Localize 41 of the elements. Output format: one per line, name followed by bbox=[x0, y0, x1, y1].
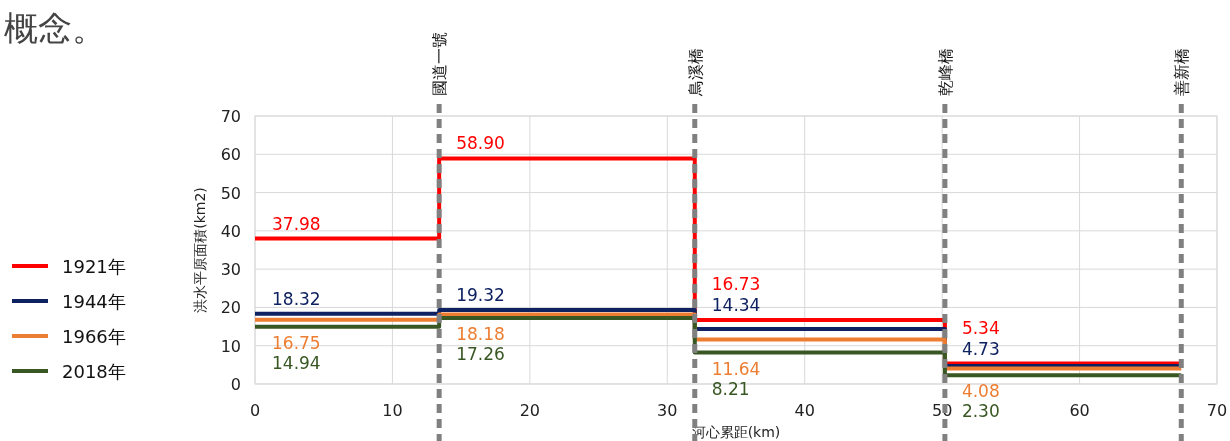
y-axis-title: 洪水平原面積(km2) bbox=[192, 187, 208, 313]
x-tick-label: 60 bbox=[1069, 401, 1090, 420]
legend-label: 1921年 bbox=[62, 256, 126, 277]
data-label: 16.75 bbox=[272, 332, 321, 353]
ref-line-label: 鳥溪橋 bbox=[685, 48, 705, 97]
data-label: 14.34 bbox=[711, 294, 761, 315]
data-label: 19.32 bbox=[456, 285, 505, 306]
data-label: 18.32 bbox=[272, 288, 321, 309]
y-tick-label: 70 bbox=[220, 107, 241, 126]
legend-label: 1944年 bbox=[62, 291, 126, 312]
data-label: 5.34 bbox=[961, 317, 1000, 338]
y-tick-label: 10 bbox=[220, 336, 241, 356]
data-label: 11.64 bbox=[711, 358, 761, 379]
data-label: 17.26 bbox=[456, 343, 505, 364]
data-label: 2.30 bbox=[961, 401, 1000, 422]
x-tick-label: 40 bbox=[794, 401, 815, 420]
y-tick-label: 50 bbox=[220, 183, 241, 203]
data-label: 18.18 bbox=[456, 323, 505, 344]
ref-line-label: 乾峰橋 bbox=[935, 48, 955, 96]
data-label: 14.94 bbox=[272, 352, 321, 373]
x-tick-label: 30 bbox=[657, 401, 678, 420]
y-tick-label: 60 bbox=[220, 145, 241, 165]
y-tick-label: 40 bbox=[220, 221, 241, 241]
x-tick-label: 70 bbox=[1206, 401, 1228, 420]
y-tick-label: 30 bbox=[220, 260, 241, 280]
y-tick-label: 20 bbox=[220, 298, 241, 318]
x-tick-label: 20 bbox=[519, 401, 541, 420]
ref-line-label: 善新橋 bbox=[1172, 48, 1192, 96]
data-label: 4.08 bbox=[961, 381, 1000, 402]
y-tick-label: 0 bbox=[230, 375, 241, 394]
data-label: 58.90 bbox=[456, 133, 505, 154]
text: 概念。 bbox=[4, 8, 106, 48]
data-label: 37.98 bbox=[272, 213, 321, 234]
ref-line-label: 國道一號 bbox=[430, 32, 450, 96]
data-label: 8.21 bbox=[711, 378, 750, 399]
data-label: 4.73 bbox=[961, 338, 1000, 359]
legend-label: 1966年 bbox=[62, 326, 126, 347]
x-tick-label: 10 bbox=[382, 401, 403, 420]
data-label: 16.73 bbox=[711, 273, 761, 294]
x-tick-label: 0 bbox=[249, 401, 261, 420]
legend-label: 2018年 bbox=[62, 361, 126, 382]
